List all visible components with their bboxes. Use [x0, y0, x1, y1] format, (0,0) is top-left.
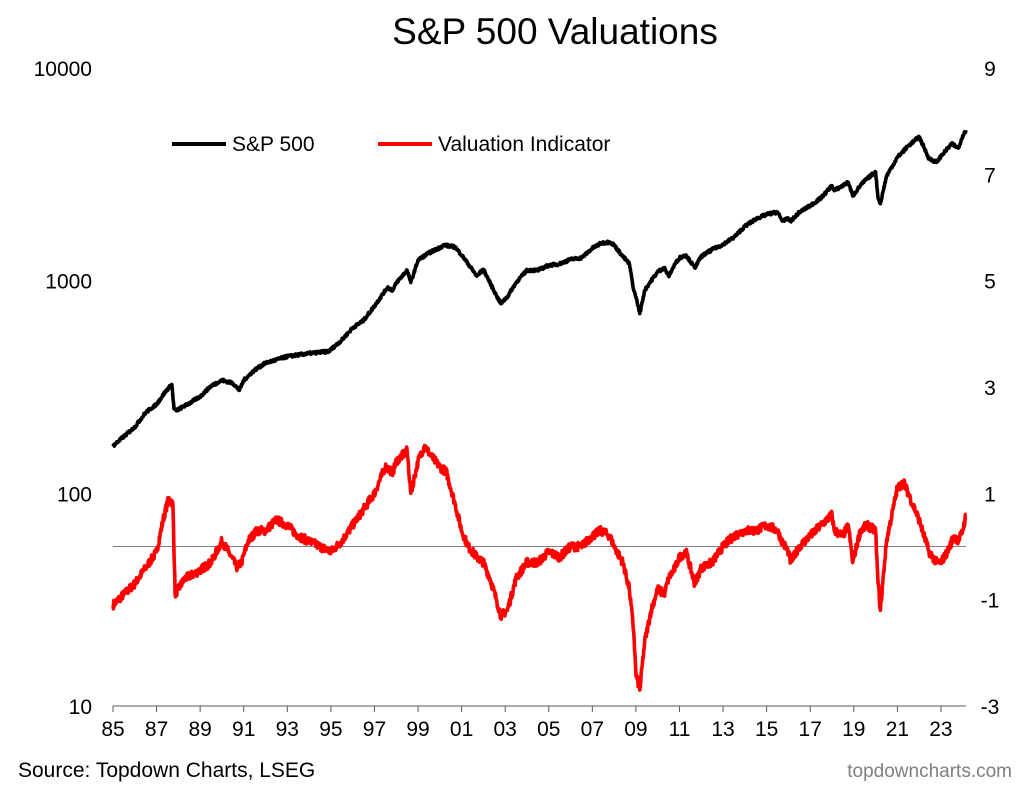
x-tick-label-95: 95 — [319, 718, 342, 741]
right-tick-label-5: 5 — [984, 271, 996, 294]
series-line-valuation-indicator — [111, 443, 968, 692]
x-tick-label-97: 97 — [363, 718, 386, 741]
legend: S&P 500 Valuation Indicator — [172, 133, 610, 156]
x-tick-label-99: 99 — [406, 718, 429, 741]
x-tick-label-87: 87 — [145, 718, 168, 741]
left-tick-label-10000: 10000 — [34, 58, 92, 81]
left-tick-label-100: 100 — [57, 483, 92, 506]
x-tick-label-19: 19 — [842, 718, 865, 741]
right-tick-label-9: 9 — [984, 58, 996, 81]
right-tick-label-1: 1 — [984, 483, 996, 506]
x-tick-label-23: 23 — [929, 718, 952, 741]
x-tick-label-09: 09 — [624, 718, 647, 741]
x-tick-label-13: 13 — [711, 718, 734, 741]
series-line-sp500 — [111, 129, 968, 448]
right-tick-label-3: 3 — [984, 377, 996, 400]
x-tick-label-11: 11 — [669, 718, 691, 741]
plot-area: 85 87 89 91 93 95 97 99 01 03 05 07 09 11 13 15 17 19 21 23 — [101, 129, 968, 741]
source-note: Source: Topdown Charts, LSEG — [18, 759, 315, 782]
x-tick-label-89: 89 — [188, 718, 211, 741]
x-tick-label-15: 15 — [755, 718, 778, 741]
left-tick-label-1000: 1000 — [45, 271, 92, 294]
x-tick-label-03: 03 — [494, 718, 517, 741]
right-tick-label--3: -3 — [981, 696, 1000, 719]
x-tick-label-17: 17 — [799, 718, 822, 741]
x-tick-label-91: 91 — [232, 718, 255, 741]
legend-label-sp500: S&P 500 — [232, 133, 315, 156]
right-tick-label-7: 7 — [984, 164, 996, 187]
x-tick-label-05: 05 — [537, 718, 560, 741]
x-axis-ticks: 85 87 89 91 93 95 97 99 01 03 05 07 09 11 13 15 17 19 21 23 — [101, 706, 953, 741]
x-tick-label-85: 85 — [101, 718, 124, 741]
credit-watermark: topdowncharts.com — [847, 761, 1012, 782]
right-axis-ticks: 9 7 5 3 1 -1 -3 — [981, 58, 1000, 719]
right-tick-label--1: -1 — [981, 590, 1000, 613]
x-tick-label-01: 01 — [450, 718, 473, 741]
x-tick-label-21: 21 — [886, 718, 909, 741]
legend-label-valuation-indicator: Valuation Indicator — [438, 133, 610, 156]
left-axis-ticks: 10000 1000 100 10 — [34, 58, 92, 719]
x-tick-label-93: 93 — [276, 718, 299, 741]
left-tick-label-10: 10 — [69, 696, 92, 719]
chart-title: S&P 500 Valuations — [392, 11, 718, 52]
x-tick-label-07: 07 — [581, 718, 604, 741]
